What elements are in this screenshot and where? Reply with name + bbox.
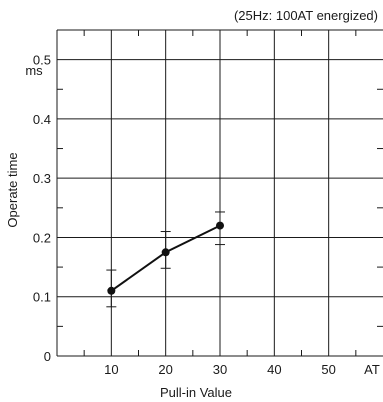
x-tick-label: 30 <box>213 362 227 377</box>
x-tick-label: 40 <box>267 362 281 377</box>
y-tick-label: 0.5 <box>33 53 51 68</box>
y-tick-label: 0.4 <box>33 112 51 127</box>
data-point <box>161 248 170 257</box>
chart-title: (25Hz: 100AT energized) <box>234 8 378 23</box>
axes <box>56 29 383 357</box>
y-tick-label: 0.2 <box>33 230 51 245</box>
x-axis-label: Pull-in Value <box>160 385 232 400</box>
series <box>106 211 225 308</box>
data-point <box>216 221 224 230</box>
y-unit-label: ms <box>25 63 43 78</box>
tick-labels: 0 0.1 0.2 0.3 0.4 0.5 10 20 30 40 50 <box>33 53 336 377</box>
x-tick-label: 10 <box>104 362 118 377</box>
x-unit-label: AT <box>364 362 380 377</box>
grid <box>57 30 383 356</box>
x-tick-label: 50 <box>321 362 335 377</box>
data-point <box>107 286 116 295</box>
y-axis-label: Operate time <box>5 152 20 227</box>
y-tick-label: 0.1 <box>33 290 51 305</box>
x-tick-label: 20 <box>158 362 172 377</box>
y-tick-label: 0.3 <box>33 171 51 186</box>
y-tick-label: 0 <box>44 349 51 364</box>
